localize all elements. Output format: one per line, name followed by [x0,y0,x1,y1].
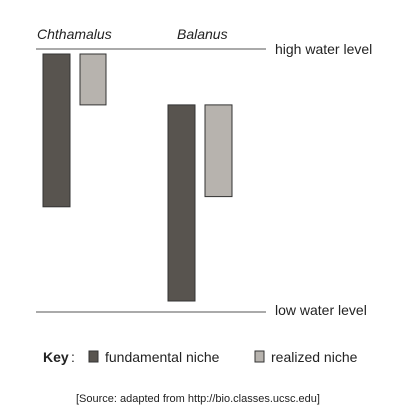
source-citation: [Source: adapted from http://bio.classes… [76,393,320,405]
chthamalus-realized-niche-bar [79,53,107,106]
key-fundamental-swatch [88,350,99,363]
high-water-label: high water level [275,41,372,57]
key-fundamental-label: fundamental niche [105,349,220,365]
key-realized-swatch [254,350,265,363]
key-realized-label: realized niche [271,349,358,365]
species-label-balanus: Balanus [177,26,228,42]
species-label-chthamalus: Chthamalus [37,26,112,42]
balanus-fundamental-niche-bar [167,104,196,302]
low-water-label: low water level [275,302,367,318]
key-title: Key [43,349,69,365]
chthamalus-fundamental-niche-bar [42,53,71,208]
key-colon: : [71,349,75,365]
balanus-realized-niche-bar [204,104,233,198]
